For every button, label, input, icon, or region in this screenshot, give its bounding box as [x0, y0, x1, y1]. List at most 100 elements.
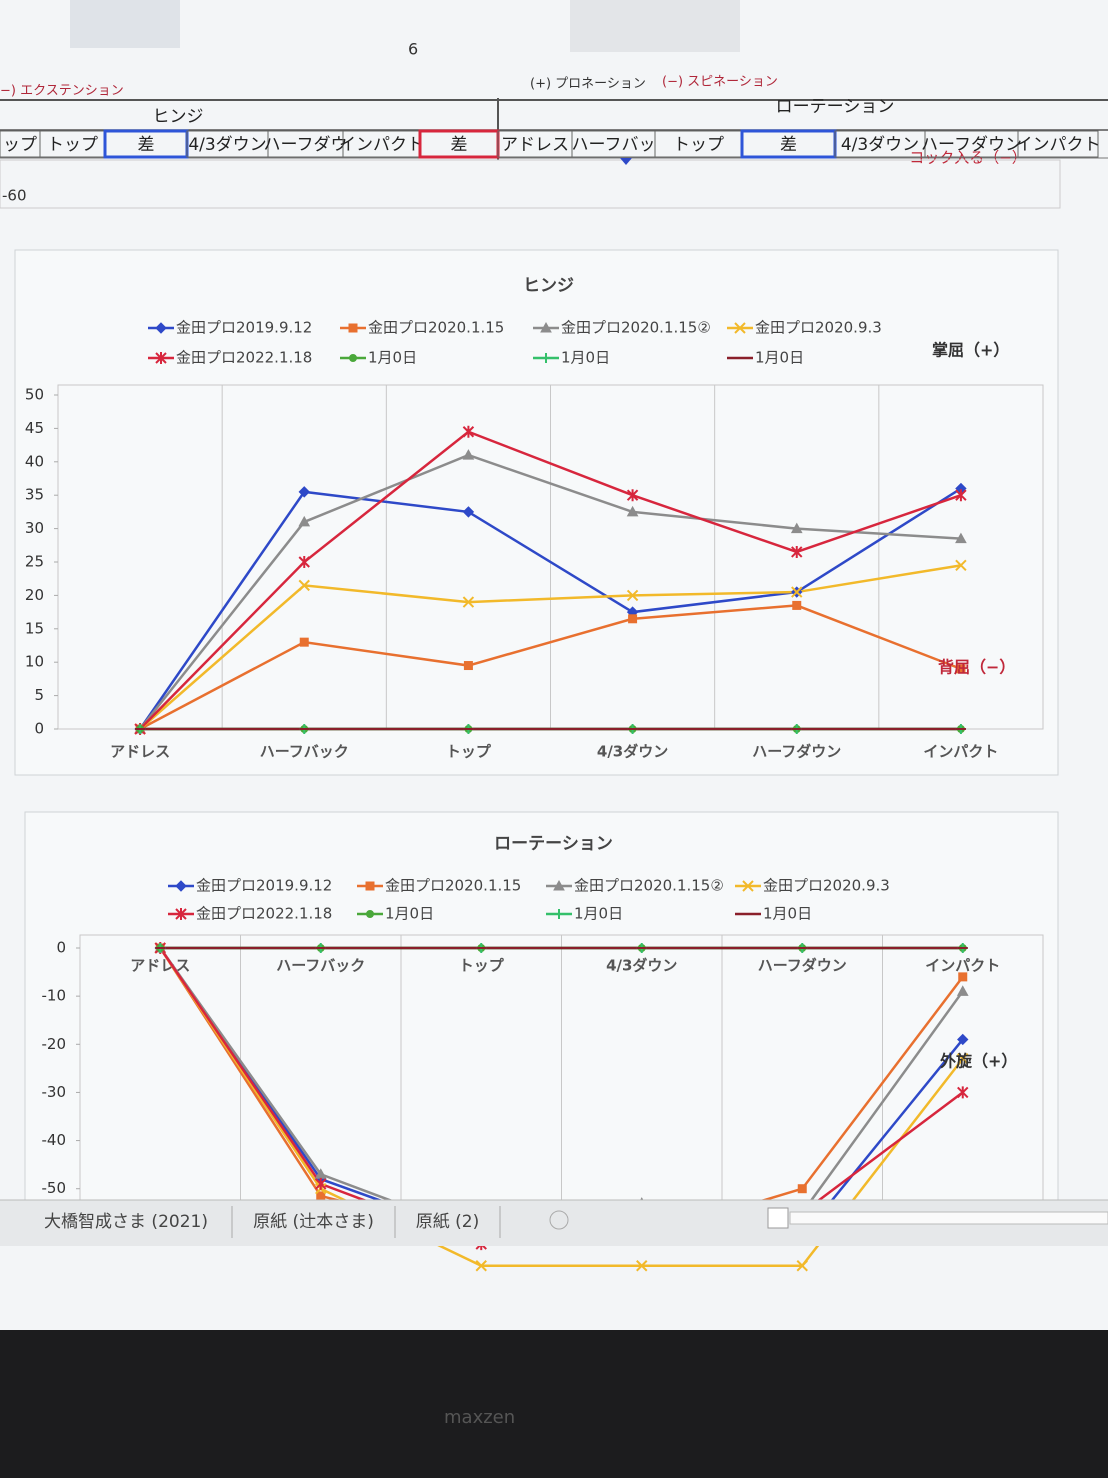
legend-label: 1月0日	[385, 905, 434, 923]
series-line	[139, 487, 962, 730]
figure-image	[570, 0, 740, 52]
note: (+) プロネーション	[530, 77, 646, 92]
figure-area: 6 −) エクステンション (+) プロネーション (−) スピネーション	[0, 0, 778, 99]
header-cell-label: アドレス	[501, 135, 569, 155]
x-tick-label: 4/3ダウン	[606, 957, 677, 975]
sheet-tab[interactable]: 原紙 (辻本さま)	[253, 1212, 374, 1232]
legend-label: 1月0日	[574, 905, 623, 923]
header-cell-label: ハーフダウ	[264, 135, 348, 155]
header-cell-label: ップ	[3, 135, 37, 155]
note: (−) スピネーション	[662, 75, 778, 90]
point	[299, 637, 309, 647]
x-tick-label: トップ	[446, 743, 492, 761]
point	[298, 556, 310, 568]
annotation: 背屈（−）	[938, 658, 1015, 677]
chart-title: ローテーション	[494, 834, 613, 854]
y-tick-label: -30	[42, 1083, 67, 1101]
legend-marker	[540, 321, 552, 333]
point	[955, 559, 967, 572]
point	[955, 489, 967, 502]
point	[628, 614, 638, 624]
legend-label: 金田プロ2022.1.18	[176, 349, 312, 367]
scrollbar[interactable]	[789, 1211, 1108, 1225]
legend-label: 金田プロ2020.9.3	[755, 319, 882, 337]
legend-label: 金田プロ2019.9.12	[176, 319, 312, 337]
monitor-bezel	[0, 1330, 1108, 1478]
header-cell-label: ハーフバッ	[572, 135, 656, 155]
x-tick-label: 4/3ダウン	[597, 743, 668, 761]
legend-label: 1月0日	[368, 349, 417, 367]
annotation: 外旋（+）	[939, 1052, 1017, 1071]
legend-marker	[366, 910, 374, 918]
y-tick-label: 35	[25, 486, 44, 504]
note: −) エクステンション	[0, 84, 124, 99]
legend-marker	[175, 880, 187, 892]
point	[956, 985, 969, 996]
x-tick-label: アドレス	[110, 743, 170, 761]
sheet-tab-bar: 大橋智成さま (2021) 原紙 (辻本さま) 原紙 (2)	[0, 1199, 1108, 1246]
figure-number: 6	[408, 40, 418, 59]
legend-marker	[742, 880, 754, 892]
x-tick-label: トップ	[459, 957, 505, 975]
series-line	[139, 604, 962, 731]
y-tick-label: 40	[25, 452, 44, 470]
sheet-tab[interactable]: 大橋智成さま (2021)	[44, 1212, 208, 1232]
point	[626, 589, 639, 602]
x-tick-label: ハーフバック	[260, 743, 349, 761]
legend-label: 1月0日	[755, 349, 804, 367]
point	[957, 1033, 969, 1046]
y-tick-label: 10	[25, 653, 44, 671]
figure-image	[70, 0, 180, 48]
x-tick-label: インパクト	[925, 957, 1000, 975]
header-cell-label: トップ	[47, 135, 98, 155]
point	[626, 505, 639, 517]
point	[462, 449, 475, 460]
y-tick-label: 25	[25, 553, 44, 571]
header-cell-label: ハーフダウン	[921, 135, 1022, 155]
point	[790, 522, 803, 534]
sheet-tab[interactable]: 原紙 (2)	[416, 1212, 479, 1232]
point	[475, 1260, 487, 1272]
point	[957, 1053, 969, 1065]
y-tick-label: -50	[42, 1179, 67, 1197]
y-tick-label: -20	[42, 1035, 67, 1053]
point	[957, 1086, 969, 1099]
legend-label: 金田プロ2020.9.3	[763, 877, 890, 895]
point	[792, 600, 802, 610]
y-tick-label: 0	[34, 720, 44, 738]
axis-fragment: -60	[2, 187, 27, 205]
chart-title: ヒンジ	[523, 276, 574, 296]
legend-label: 金田プロ2019.9.12	[196, 877, 332, 895]
scroll-left[interactable]	[767, 1207, 789, 1229]
point	[316, 1191, 326, 1201]
legend-label: 金田プロ2020.1.15	[385, 877, 521, 895]
series-line	[139, 430, 962, 730]
point	[462, 506, 475, 518]
header-cell-label: 4/3ダウン	[188, 135, 266, 155]
series-line	[139, 564, 962, 730]
header-cell	[1017, 130, 1099, 158]
chart-area	[24, 811, 1059, 1233]
point	[626, 489, 639, 502]
legend-marker	[541, 353, 551, 363]
dropdown-arrow	[620, 158, 632, 165]
y-tick-label: 30	[25, 519, 44, 537]
point	[462, 425, 475, 438]
add-sheet[interactable]	[549, 1210, 569, 1230]
legend-label: 金田プロ2022.1.18	[196, 905, 332, 923]
header-cell-label: インパクト	[1016, 135, 1101, 155]
point	[636, 1260, 648, 1272]
legend-marker	[349, 354, 357, 362]
y-tick-label: 45	[25, 419, 44, 437]
legend-label: 1月0日	[763, 905, 812, 923]
y-tick-label: -40	[42, 1131, 67, 1149]
row	[0, 159, 1061, 209]
series-line	[139, 453, 961, 730]
bezel-brand: maxzen	[444, 1407, 515, 1428]
x-tick-label: アドレス	[130, 957, 190, 975]
x-tick-label: インパクト	[923, 743, 998, 761]
legend-marker	[365, 881, 375, 891]
x-tick-label: ハーフバック	[276, 957, 365, 975]
